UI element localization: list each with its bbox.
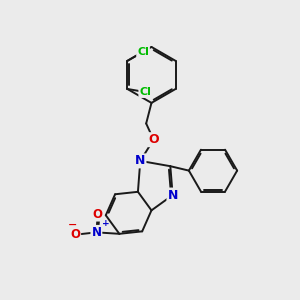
Text: +: +	[102, 219, 110, 228]
Text: −: −	[68, 220, 77, 230]
Text: O: O	[148, 133, 159, 146]
Text: Cl: Cl	[137, 47, 149, 57]
Text: O: O	[93, 208, 103, 220]
Text: N: N	[135, 154, 146, 167]
Text: N: N	[167, 188, 178, 202]
Text: Cl: Cl	[139, 87, 151, 97]
Text: N: N	[92, 226, 101, 239]
Text: O: O	[70, 228, 80, 241]
